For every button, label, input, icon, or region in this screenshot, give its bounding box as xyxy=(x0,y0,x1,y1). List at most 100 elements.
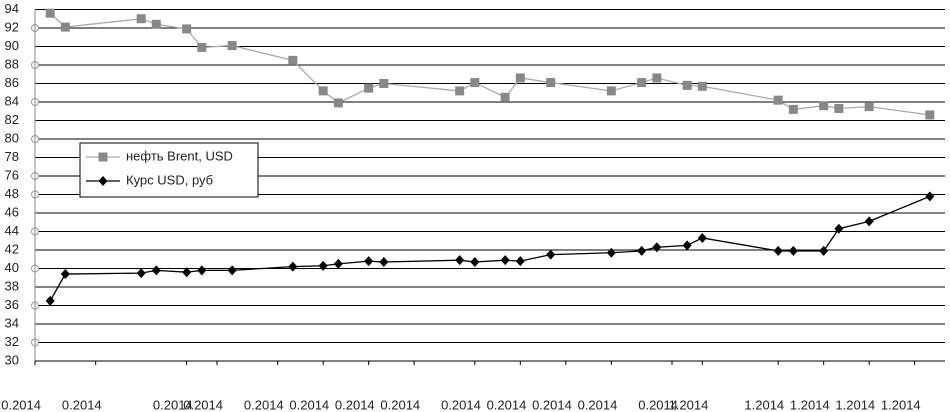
marker xyxy=(318,260,328,271)
x-tick-label: 0.2014 xyxy=(62,397,102,412)
x-tick-label: 0.2014 xyxy=(335,397,375,412)
marker xyxy=(652,242,662,253)
marker xyxy=(500,92,510,102)
series-line xyxy=(49,195,931,302)
marker xyxy=(697,232,707,243)
x-tick-label: 0.2014 xyxy=(532,397,572,412)
marker xyxy=(864,102,874,112)
marker xyxy=(318,86,328,96)
marker xyxy=(379,257,389,268)
marker xyxy=(45,8,55,18)
y-tick-label: 38 xyxy=(5,278,19,293)
marker xyxy=(819,101,829,111)
marker xyxy=(637,245,647,256)
marker xyxy=(470,78,480,88)
x-tick-label: 0.2014 xyxy=(153,397,193,412)
marker xyxy=(288,55,298,65)
marker xyxy=(60,269,70,280)
marker xyxy=(637,78,647,88)
y-tick-label: 42 xyxy=(5,241,19,256)
marker xyxy=(819,245,829,256)
marker xyxy=(515,73,525,83)
marker xyxy=(864,216,874,227)
marker xyxy=(515,256,525,267)
marker xyxy=(197,265,207,276)
y-tick-label: 90 xyxy=(5,38,19,53)
marker xyxy=(136,268,146,279)
x-tick-label: 0.2014 xyxy=(578,397,618,412)
marker xyxy=(60,22,70,32)
marker xyxy=(773,95,783,105)
y-tick-label: 88 xyxy=(5,56,19,71)
marker xyxy=(697,81,707,91)
x-tick-label: 1.2014 xyxy=(881,397,921,412)
x-tick-label: 0.2014 xyxy=(638,397,678,412)
marker xyxy=(925,110,935,120)
x-tick-label: 1.2014 xyxy=(790,397,830,412)
y-tick-label: 82 xyxy=(5,112,19,127)
marker xyxy=(925,191,935,202)
marker xyxy=(788,245,798,256)
x-tick-label: 1.2014 xyxy=(669,397,709,412)
marker xyxy=(333,258,343,269)
legend-label: Курс USD, руб xyxy=(126,172,213,187)
y-tick-label: 36 xyxy=(5,297,19,312)
marker xyxy=(364,256,374,267)
x-tick-label: 0.2014 xyxy=(380,397,420,412)
x-tick-label: 1.2014 xyxy=(744,397,784,412)
legend-marker xyxy=(98,176,108,186)
marker xyxy=(455,255,465,266)
y-tick-label: 48 xyxy=(5,186,19,201)
y-tick-label: 92 xyxy=(5,19,19,34)
marker xyxy=(45,295,55,306)
marker xyxy=(455,86,465,96)
marker xyxy=(788,104,798,114)
marker xyxy=(151,265,161,276)
y-tick-label: 40 xyxy=(5,260,19,275)
y-tick-label: 86 xyxy=(5,75,19,90)
marker xyxy=(364,83,374,93)
marker xyxy=(606,86,616,96)
marker xyxy=(197,42,207,52)
marker xyxy=(773,245,783,256)
y-tick-label: 94 xyxy=(5,1,19,16)
marker xyxy=(834,223,844,234)
y-tick-label: 32 xyxy=(5,334,19,349)
legend-marker xyxy=(98,152,108,162)
y-tick-label: 46 xyxy=(5,204,19,219)
marker xyxy=(288,261,298,272)
marker xyxy=(682,240,692,251)
marker xyxy=(333,98,343,108)
y-tick-label: 78 xyxy=(5,149,19,164)
x-tick-label: 0.2014 xyxy=(289,397,329,412)
x-tick-label: 0.2014 xyxy=(1,397,41,412)
marker xyxy=(182,24,192,34)
x-tick-label: 1.2014 xyxy=(835,397,875,412)
marker xyxy=(682,80,692,90)
legend-box xyxy=(79,142,259,198)
y-tick-label: 80 xyxy=(5,130,19,145)
marker xyxy=(652,73,662,83)
marker xyxy=(546,78,556,88)
x-tick-label: 0.2014 xyxy=(183,397,223,412)
marker xyxy=(379,79,389,88)
marker xyxy=(606,247,616,258)
marker xyxy=(227,41,237,51)
marker xyxy=(470,257,480,268)
marker xyxy=(182,267,192,278)
marker xyxy=(546,249,556,260)
x-tick-label: 0.2014 xyxy=(487,397,527,412)
marker xyxy=(227,265,237,276)
y-tick-label: 76 xyxy=(5,167,19,182)
series-line xyxy=(49,12,930,116)
x-tick-label: 0.2014 xyxy=(244,397,284,412)
x-tick-label: 0.2014 xyxy=(441,397,481,412)
marker xyxy=(834,103,844,113)
y-tick-label: 84 xyxy=(5,93,19,108)
marker xyxy=(500,255,510,266)
y-tick-label: 34 xyxy=(5,315,19,330)
marker xyxy=(136,14,146,24)
legend-label: нефть Brent, USD xyxy=(126,148,233,163)
